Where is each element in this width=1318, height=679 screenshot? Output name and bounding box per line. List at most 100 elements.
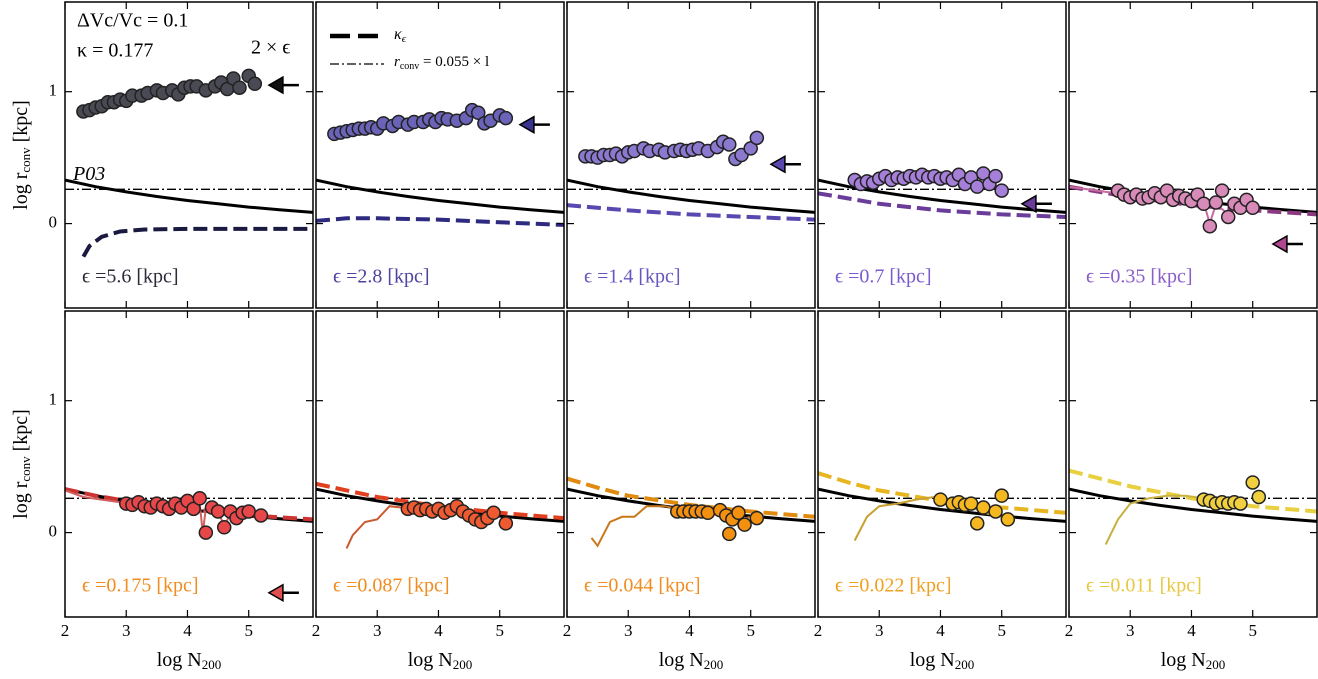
x-label-main: log N bbox=[408, 649, 453, 671]
data-point bbox=[1245, 200, 1260, 216]
annotation: ΔVc/Vc = 0.1 bbox=[77, 10, 188, 32]
epsilon-label: ϵ =1.4 [kpc] bbox=[584, 266, 681, 288]
data-point bbox=[988, 504, 1003, 519]
panel bbox=[1069, 468, 1317, 545]
p03-curve bbox=[567, 178, 815, 214]
data-point bbox=[1251, 489, 1267, 505]
p03-curve bbox=[818, 487, 1066, 523]
kappa-curve bbox=[818, 191, 1066, 219]
legend-label: κϵ bbox=[394, 26, 407, 45]
x-axis-label: log N200 bbox=[408, 649, 473, 672]
data-point bbox=[737, 517, 752, 532]
panel-frame bbox=[817, 1, 1067, 309]
data-point bbox=[253, 508, 269, 523]
x-tick-label: 5 bbox=[1248, 621, 1257, 640]
epsilon-label: ϵ =5.6 [kpc] bbox=[82, 266, 179, 288]
p03-curve bbox=[1069, 487, 1317, 523]
data-point bbox=[743, 141, 758, 156]
data-point bbox=[186, 501, 201, 517]
y-axis-label: log rconv [kpc] bbox=[10, 100, 33, 210]
arrow-head bbox=[267, 583, 284, 603]
panel bbox=[316, 481, 564, 549]
y-label-unit: [kpc] bbox=[10, 409, 32, 456]
x-tick-label: 2 bbox=[61, 621, 70, 640]
panel-frame bbox=[64, 1, 314, 309]
panel bbox=[65, 487, 313, 603]
panel-frame bbox=[1068, 310, 1318, 618]
panel bbox=[316, 102, 564, 227]
y-tick-label: 0 bbox=[49, 521, 58, 540]
x-tick-label: 5 bbox=[997, 621, 1006, 640]
annotation: 2 × ϵ bbox=[251, 37, 290, 59]
x-tick-label: 5 bbox=[746, 621, 755, 640]
data-point bbox=[1000, 512, 1016, 527]
x-tick-label: 2 bbox=[312, 621, 321, 640]
kappa-curve bbox=[818, 471, 1066, 515]
data-point bbox=[969, 179, 985, 194]
arrow-head bbox=[267, 75, 284, 95]
p03-curve bbox=[316, 178, 564, 214]
data-point bbox=[933, 492, 948, 507]
annotation: κ = 0.177 bbox=[77, 40, 153, 62]
x-tick-label: 3 bbox=[624, 621, 633, 640]
data-point bbox=[749, 130, 765, 146]
kappa-curve bbox=[567, 203, 815, 222]
arrow-head bbox=[1271, 234, 1288, 254]
epsilon-label: ϵ =0.011 [kpc] bbox=[1086, 575, 1202, 597]
panel-frame bbox=[817, 310, 1067, 618]
y-label-sub: conv bbox=[18, 456, 33, 482]
y-label-main: log r bbox=[10, 481, 32, 519]
x-tick-label: 2 bbox=[814, 621, 823, 640]
data-point bbox=[994, 488, 1009, 503]
panel-frame bbox=[315, 1, 565, 309]
x-label-sub: 200 bbox=[955, 657, 975, 672]
data-point bbox=[1208, 195, 1224, 210]
panel bbox=[65, 68, 313, 258]
arrow-head bbox=[1020, 194, 1037, 214]
data-point bbox=[722, 526, 737, 542]
y-label-sub: conv bbox=[18, 147, 33, 173]
y-axis-label: log rconv [kpc] bbox=[10, 409, 33, 519]
x-tick-label: 5 bbox=[244, 621, 253, 640]
data-point bbox=[198, 525, 214, 540]
x-tick-label: 4 bbox=[685, 621, 694, 640]
panel bbox=[818, 166, 1066, 219]
panel-frame bbox=[1068, 1, 1318, 309]
x-label-main: log N bbox=[157, 649, 202, 671]
x-tick-label: 4 bbox=[434, 621, 443, 640]
arrow-head bbox=[769, 154, 786, 174]
x-axis-label: log N200 bbox=[910, 649, 975, 672]
data-point bbox=[1202, 218, 1218, 234]
data-point bbox=[1233, 496, 1248, 511]
panel-frame bbox=[566, 1, 816, 309]
kappa-curve bbox=[567, 476, 815, 519]
x-axis-label: log N200 bbox=[1161, 649, 1226, 672]
x-tick-label: 4 bbox=[1187, 621, 1196, 640]
data-point bbox=[1214, 183, 1230, 198]
kappa-curve bbox=[81, 226, 313, 258]
data-point bbox=[976, 500, 991, 515]
x-label-sub: 200 bbox=[453, 657, 473, 672]
data-point bbox=[963, 496, 979, 511]
epsilon-label: ϵ =0.35 [kpc] bbox=[1086, 266, 1193, 288]
data-point bbox=[722, 137, 737, 152]
legend-sub: conv bbox=[400, 61, 419, 72]
data-point bbox=[216, 520, 232, 535]
legend-main: r bbox=[394, 54, 400, 70]
panel bbox=[567, 476, 815, 548]
data-point bbox=[247, 76, 263, 92]
epsilon-label: ϵ =0.175 [kpc] bbox=[82, 575, 199, 597]
p03-curve bbox=[65, 178, 313, 214]
data-point bbox=[498, 110, 514, 126]
data-point bbox=[700, 505, 716, 521]
x-axis-label: log N200 bbox=[659, 649, 724, 672]
kappa-curve bbox=[1069, 468, 1317, 514]
data-point bbox=[471, 105, 486, 121]
data-point bbox=[1245, 475, 1260, 490]
x-label-sub: 200 bbox=[1206, 657, 1226, 672]
epsilon-label: ϵ =2.8 [kpc] bbox=[333, 266, 430, 288]
data-point bbox=[994, 183, 1009, 198]
y-tick-label: 1 bbox=[49, 390, 58, 409]
x-label-main: log N bbox=[910, 649, 955, 671]
legend-label: rconv = 0.055 × l bbox=[394, 54, 489, 72]
